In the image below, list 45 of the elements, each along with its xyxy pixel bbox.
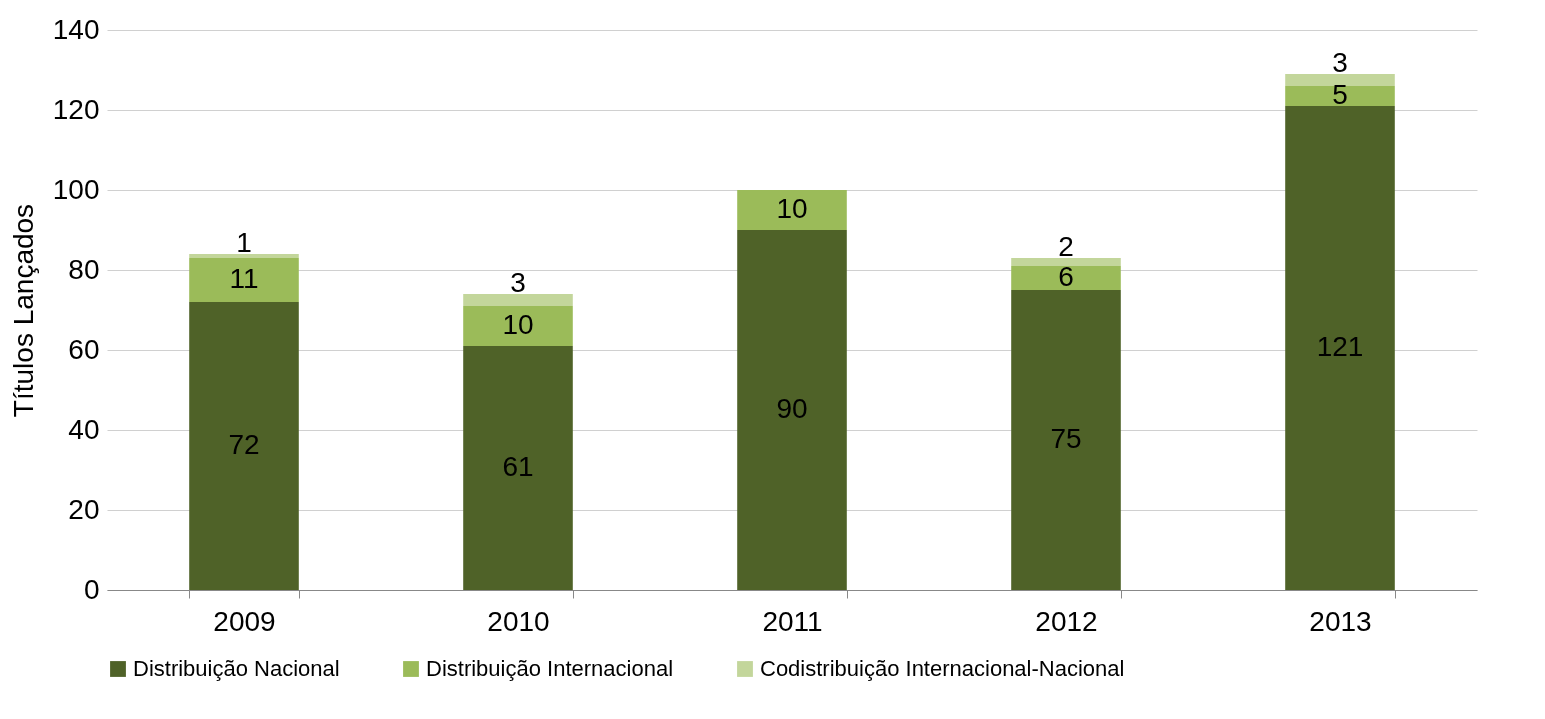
x-tick-label: 2009 [213,605,276,637]
legend-label: Codistribuição Internacional-Nacional [760,656,1125,681]
bar [1285,106,1395,590]
y-tick-label: 80 [68,253,100,285]
data-label: 61 [502,451,534,482]
x-tick-label: 2011 [762,605,823,637]
data-label: 72 [228,429,260,460]
data-label: 11 [229,263,259,294]
bar [1011,258,1121,266]
data-label: 3 [510,267,526,298]
bar [463,294,573,306]
y-tick-label: 100 [52,173,100,205]
bar [189,302,299,590]
bar [1285,86,1395,106]
x-tick-label: 2013 [1309,605,1372,637]
bar [463,346,573,590]
data-label: 121 [1316,331,1364,362]
bar [189,254,299,258]
data-label: 3 [1332,47,1348,78]
data-label: 10 [776,193,808,224]
x-tick-label: 2010 [487,605,550,637]
legend-label: Distribuição Nacional [133,656,340,681]
y-tick-label: 40 [68,413,100,445]
y-axis-title: Títulos Lançados [7,203,39,418]
y-tick-label: 60 [68,333,100,365]
bar [1285,74,1395,86]
data-label: 75 [1050,423,1082,454]
y-tick-label: 20 [68,493,100,525]
y-tick-label: 140 [52,13,100,45]
data-label: 5 [1332,79,1348,110]
bar [1011,266,1121,290]
data-label: 1 [236,227,252,258]
bar [737,230,847,590]
data-label: 2 [1058,231,1074,262]
bar [189,258,299,302]
x-tick-label: 2012 [1035,605,1098,637]
data-label: 10 [502,309,534,340]
data-label: 6 [1058,261,1074,292]
bar [463,306,573,346]
data-label: 90 [776,393,808,424]
bar [737,190,847,230]
bar [1011,290,1121,590]
y-tick-label: 0 [83,573,100,605]
y-tick-label: 120 [52,93,100,125]
legend-label: Distribuição Internacional [426,656,674,681]
